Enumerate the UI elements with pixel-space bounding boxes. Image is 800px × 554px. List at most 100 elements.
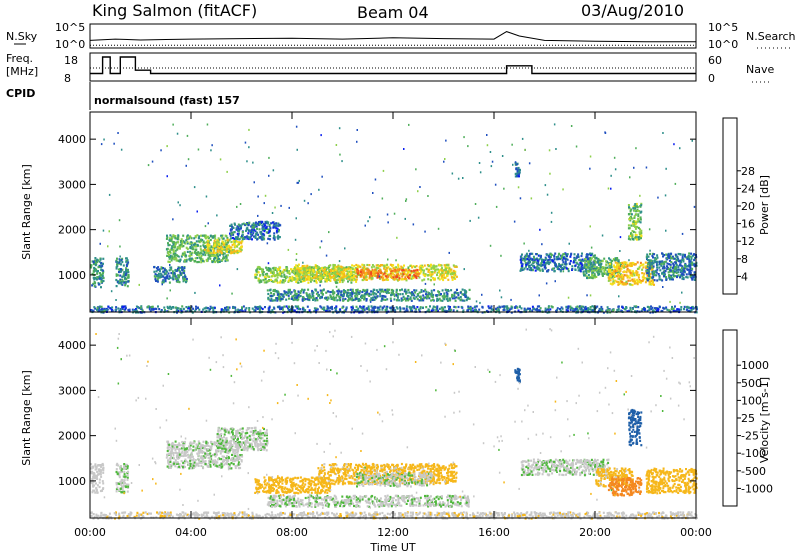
power-cells-cell — [177, 274, 180, 277]
power-cells-cell — [176, 238, 179, 241]
power-cells-cell — [684, 265, 687, 268]
freq-label: Freq. — [6, 52, 33, 65]
power-cells-cell — [269, 234, 272, 237]
power-cells-cell — [287, 305, 290, 308]
power-cells-cell — [634, 227, 637, 230]
power-cells-cell — [235, 227, 238, 230]
power-cells-cell — [181, 241, 184, 244]
power-cells-cell — [266, 227, 269, 231]
power-cells-cell — [668, 255, 671, 258]
power-cells-cell — [503, 307, 506, 310]
power-cells-cell — [522, 268, 525, 271]
power-cells-cell — [628, 264, 630, 267]
power-cells-cell — [622, 264, 625, 267]
power-cells-cell — [681, 257, 684, 260]
power-cells-cell — [647, 267, 649, 270]
power-cells-cell — [440, 277, 443, 280]
power-cells-cell — [216, 250, 219, 253]
power-cells-cell — [381, 294, 384, 298]
power-cells-cell — [356, 267, 359, 270]
power-cells-cell — [118, 258, 121, 261]
power-cells-cell — [118, 262, 121, 265]
power-cells-cell — [680, 308, 683, 311]
power-cells-cell — [609, 272, 611, 275]
power-cells-cell — [120, 268, 122, 271]
power-cells-cell — [654, 260, 657, 263]
power-cells-cell — [681, 265, 684, 268]
power-cells-cell — [693, 253, 696, 256]
power-cells-cell — [264, 273, 267, 276]
power-cells-cell — [127, 280, 130, 283]
power-cells-cell — [218, 260, 221, 263]
power-cells-cell — [582, 305, 585, 308]
power-cells-cell — [289, 288, 291, 291]
power-cells-cell — [607, 272, 610, 275]
power-cells-cell — [394, 266, 396, 269]
power-cells-cell — [472, 309, 475, 312]
power-cells-cell — [351, 275, 353, 278]
power-cells-cell — [350, 306, 353, 309]
power-cells-cell — [183, 274, 186, 277]
power-cells-cell — [557, 253, 560, 256]
power-cells-cell — [432, 265, 435, 268]
power-cells-cell — [414, 274, 417, 278]
power-cells-cell — [673, 257, 675, 260]
power-cells-cell — [606, 266, 609, 269]
power-cells-cell — [677, 260, 680, 263]
power-cells-cell — [668, 276, 671, 279]
power-cells-cell — [177, 236, 179, 239]
power-cells-cell — [381, 275, 384, 278]
power-cells-cell — [372, 296, 374, 299]
power-cells-cell — [672, 265, 675, 268]
power-cells-cell — [148, 308, 151, 311]
cpid-label: CPID — [6, 87, 35, 100]
power-cells-cell — [450, 271, 453, 274]
power-cells-cell — [385, 306, 388, 309]
power-cells-cell — [658, 260, 661, 263]
power-cells-cell — [415, 308, 417, 311]
power-cells-cell — [159, 275, 162, 278]
power-cells-cell — [95, 268, 98, 271]
power-cells-cell — [608, 264, 611, 267]
power-cells-cell — [627, 224, 630, 227]
power-cells-cell — [119, 280, 122, 283]
power-cells-cell — [224, 239, 227, 242]
power-cells-cell — [204, 245, 207, 248]
power-cells-cell — [225, 256, 228, 259]
power-cells-cell — [597, 270, 599, 273]
power-cells-cell — [118, 261, 121, 264]
power-cells-cell — [618, 270, 620, 273]
power-cells-cell — [611, 309, 614, 313]
power-cells-cell — [278, 272, 281, 275]
power-cells-cell — [245, 307, 248, 310]
power-cells-cell — [404, 299, 407, 302]
power-cells-cell — [313, 275, 316, 278]
power-cells-cell — [580, 254, 583, 258]
power-cells-cell — [412, 271, 415, 274]
power-cells-cell — [280, 275, 283, 278]
power-cells-cell — [614, 259, 617, 262]
power-cells-cell — [457, 294, 460, 297]
power-cells-cell — [663, 254, 666, 257]
power-cells-cell — [656, 268, 659, 271]
power-cells-cell — [565, 305, 568, 308]
power-cells-cell — [168, 269, 171, 272]
power-cells-cell — [632, 272, 635, 275]
power-cells-cell — [163, 306, 166, 309]
power-cells-cell — [610, 266, 613, 269]
power-cells-cell — [126, 259, 129, 262]
power-cells-cell — [587, 266, 589, 269]
power-cells-cell — [373, 270, 375, 273]
power-cells-cell — [684, 255, 686, 258]
power-cells-cell — [191, 247, 194, 250]
power-cells-cell — [217, 257, 220, 260]
power-cells-cell — [395, 269, 398, 272]
power-cells-cell — [450, 268, 453, 271]
power-cells-cell — [176, 307, 179, 310]
power-cells-cell — [201, 238, 204, 242]
power-cells-cell — [275, 222, 278, 225]
power-cells-cell — [296, 296, 298, 299]
power-cells-cell — [412, 265, 415, 268]
power-cells-cell — [367, 305, 370, 308]
